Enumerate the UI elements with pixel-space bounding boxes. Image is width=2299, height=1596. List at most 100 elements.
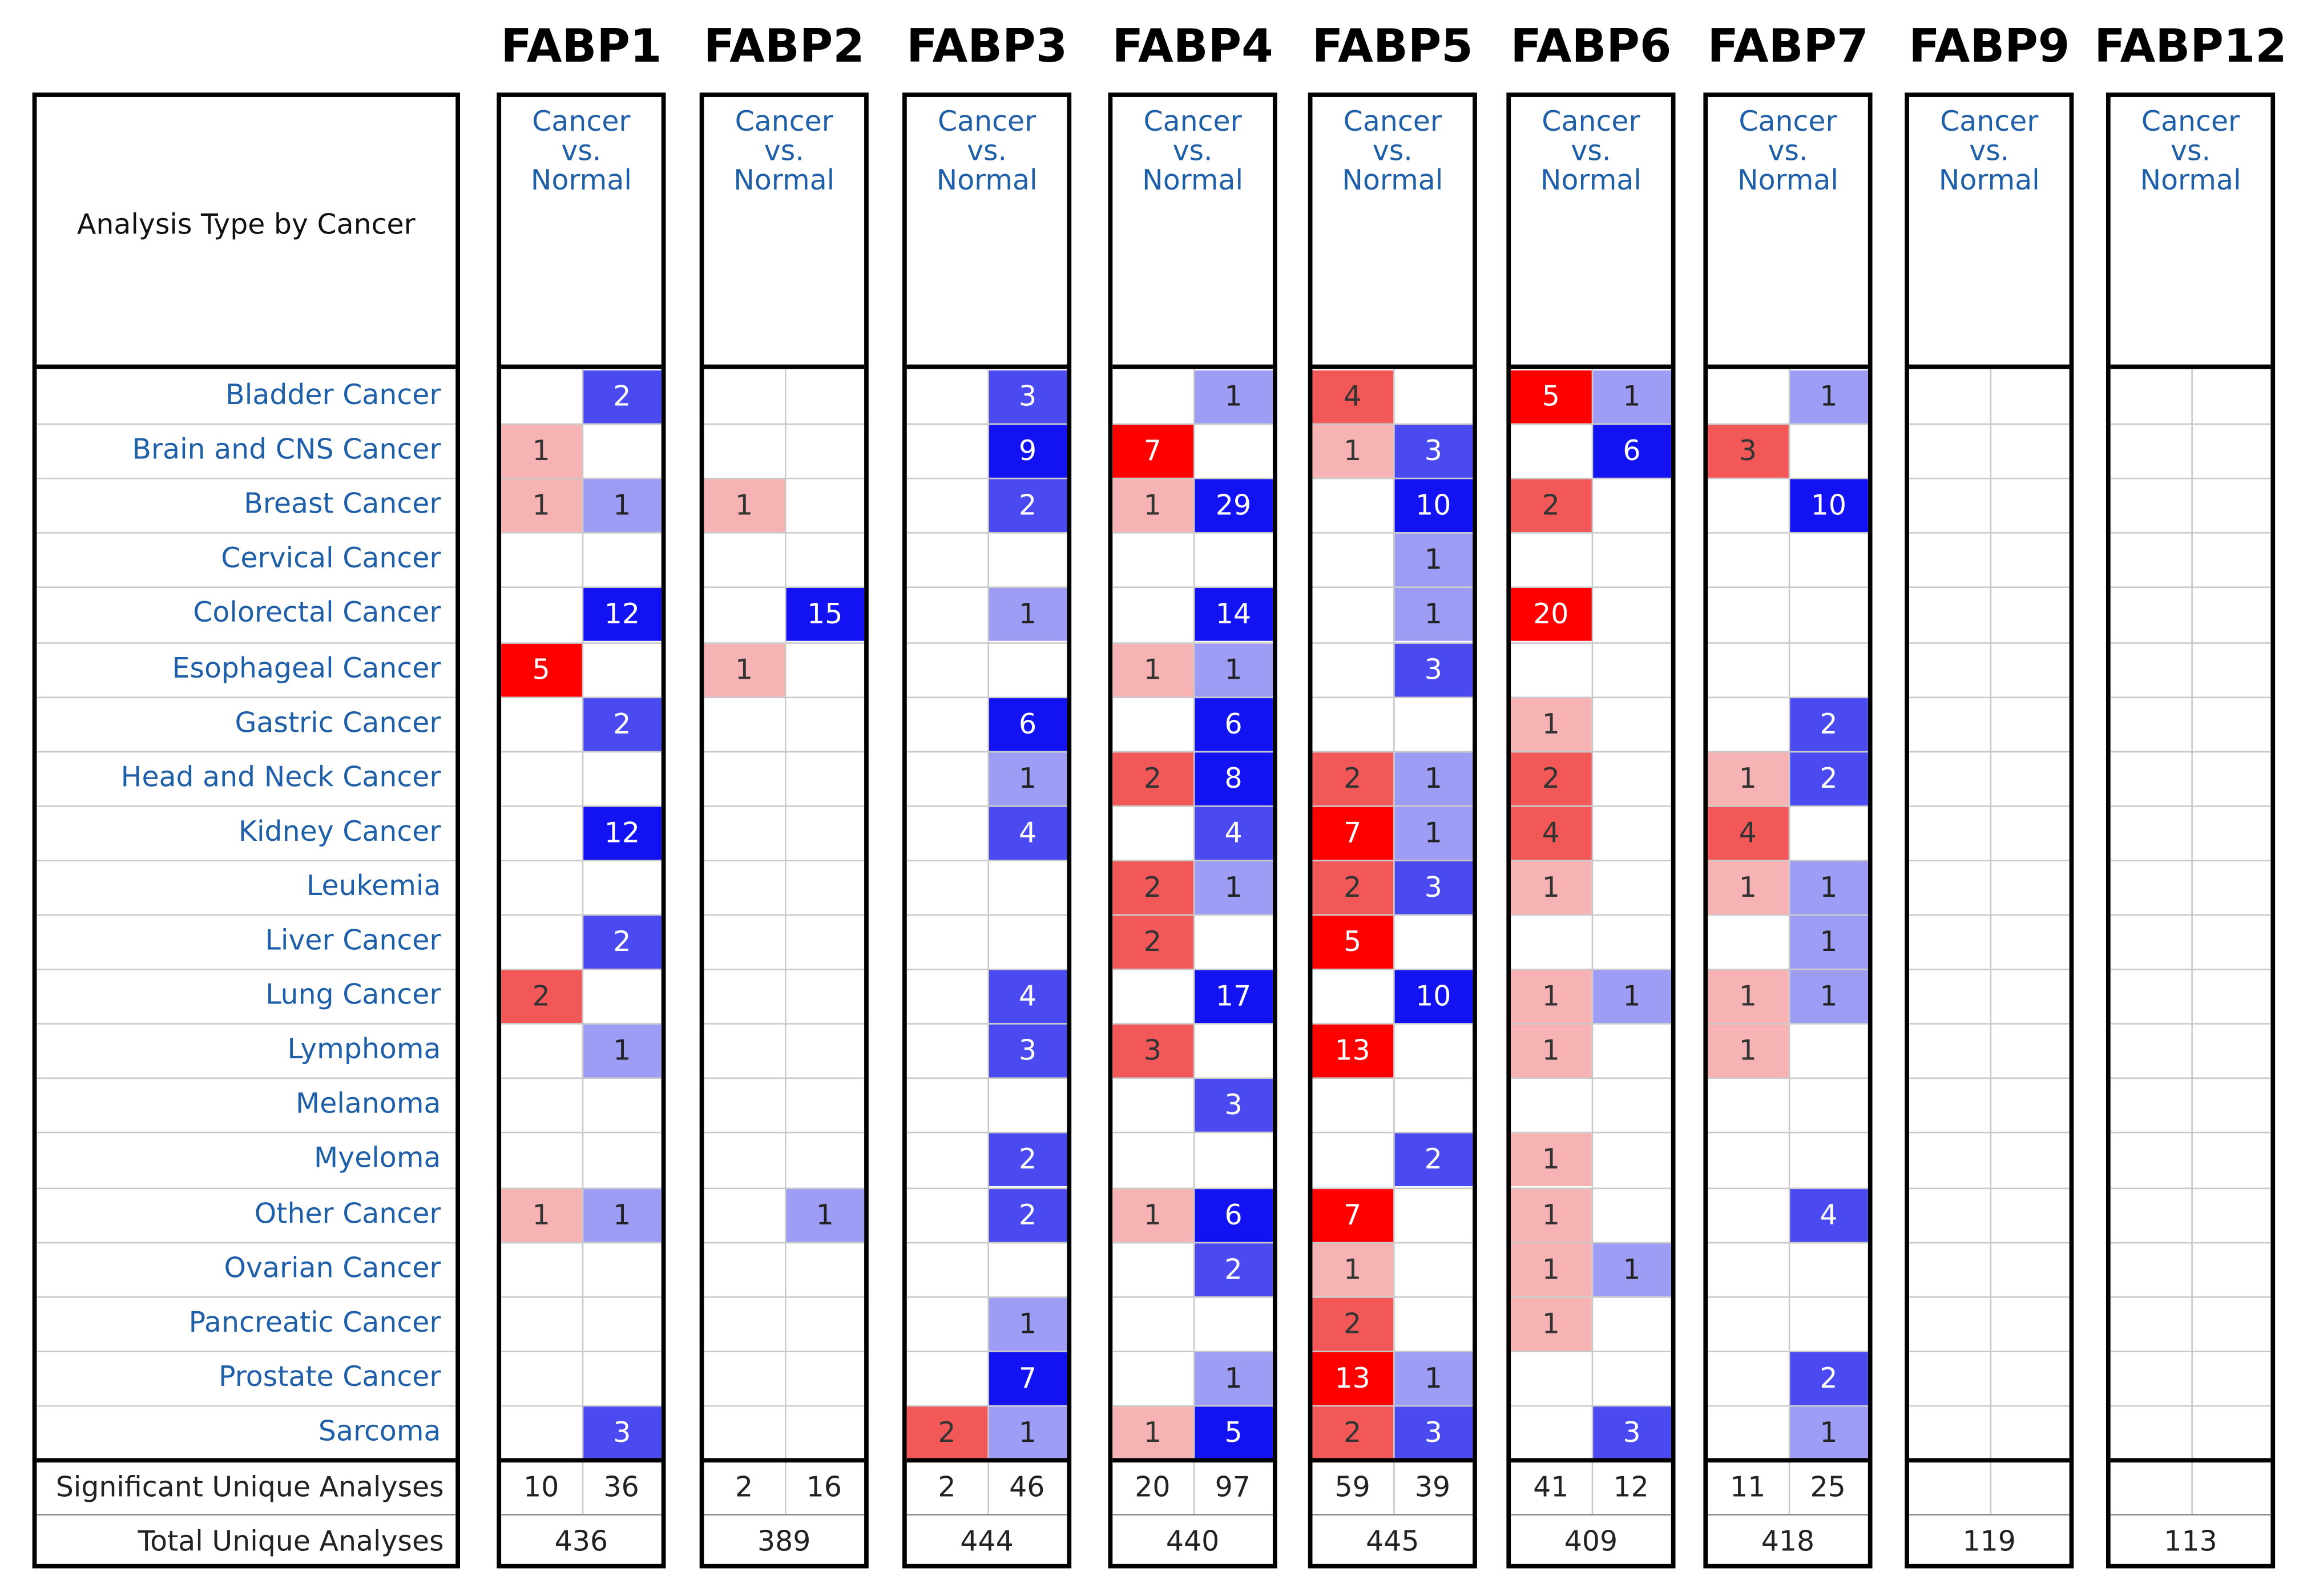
gene-title: FABP7 [1707,21,1869,74]
row-gridline [37,1241,456,1243]
up-cell: 1 [1708,970,1788,1023]
up-cell: 2 [1112,861,1193,914]
cancer-row-label[interactable]: Colorectal Cancer [193,597,441,630]
down-cell: 3 [988,370,1067,424]
row-gridline [37,641,456,643]
column-split [1192,369,1195,1514]
row-gridline [1511,641,1671,643]
up-cell: 2 [1511,479,1591,533]
row-gridline [1909,805,2070,807]
row-gridline [1708,1241,1868,1243]
row-gridline [1708,1132,1868,1134]
row-gridline [1112,423,1273,425]
row-gridline [37,587,456,589]
header-divider [1708,364,1868,369]
row-gridline [704,423,865,425]
cancer-row-label[interactable]: Liver Cancer [265,924,441,957]
row-gridline [1112,969,1273,970]
row-gridline [2110,1405,2271,1406]
row-gridline [1112,1132,1273,1134]
cancer-row-label[interactable]: Leukemia [306,870,441,902]
header-divider [2110,364,2271,369]
down-cell: 1 [785,1188,865,1242]
row-gridline [1708,696,1868,698]
up-cell: 2 [1312,1297,1393,1351]
row-gridline [501,1023,662,1025]
footer-divider [906,1458,1067,1463]
cancer-row-label[interactable]: Lung Cancer [265,979,441,1011]
gene-title: FABP4 [1112,21,1273,74]
cancer-row-label[interactable]: Other Cancer [254,1197,441,1230]
row-gridline [1511,1187,1671,1188]
row-gridline [2110,805,2271,807]
gene-column: Cancer vs. Normal 119 [1905,92,2074,1569]
cancer-row-label[interactable]: Head and Neck Cancer [120,761,441,793]
down-cell: 2 [988,1134,1067,1187]
row-gridline [1511,1296,1671,1297]
cancer-row-label[interactable]: Sarcoma [318,1415,441,1448]
row-gridline [1909,751,2070,752]
cancer-row-label[interactable]: Bladder Cancer [225,379,441,412]
cancer-row-label[interactable]: Cervical Cancer [221,542,441,575]
gene-column: Cancer vs. Normal 1 7 1 29 14 1 1 6 2 8 4 2 1 2 17 3 3 1 6 2 1 1… [1108,92,1277,1569]
row-gridline [1708,860,1868,861]
gene-column: Cancer vs. Normal 1 15 1 1 2 16 389 [699,92,869,1569]
column-header-line: Cancer [937,106,1036,139]
cancer-row-label[interactable]: Esophageal Cancer [172,652,441,684]
gene-title: FABP9 [1909,21,2070,74]
down-cell: 1 [988,1406,1067,1460]
up-cell: 1 [1708,1025,1788,1078]
row-gridline [2110,969,2271,970]
row-gridline [2110,1023,2271,1025]
column-header-line: vs. [764,135,804,168]
up-cell: 2 [1511,752,1591,805]
column-header-line: Cancer [1343,106,1442,139]
row-gridline [2110,860,2271,861]
row-gridline [906,587,1067,589]
row-gridline [1909,587,2070,589]
column-header-line: Cancer [735,106,833,139]
row-gridline [1112,1187,1273,1188]
row-gridline [1112,1241,1273,1243]
column-header-line: Cancer [1739,106,1837,139]
cancer-row-label[interactable]: Ovarian Cancer [224,1251,441,1284]
column-header-line: vs. [1172,135,1213,168]
row-gridline [1708,969,1868,970]
up-cell: 4 [1511,807,1591,860]
up-cell: 2 [1112,916,1193,969]
total-count: 440 [1165,1525,1220,1558]
row-gridline [37,1187,456,1188]
gene-column: Cancer vs. Normal 4 1 3 10 1 1 3 2 1 7 1 2 3 5 10 13 2 7 1 2 13… [1308,92,1477,1569]
row-gridline [1112,1350,1273,1352]
significant-down-count: 16 [806,1471,842,1504]
header-divider [704,364,865,369]
column-header-line: Cancer [532,106,631,139]
row-gridline [1511,1350,1671,1352]
row-gridline [501,423,662,425]
gene-title: FABP3 [906,21,1068,74]
cancer-row-label[interactable]: Kidney Cancer [238,815,441,848]
row-gridline [501,1350,662,1352]
cancer-row-label[interactable]: Pancreatic Cancer [188,1306,441,1339]
cancer-row-label[interactable]: Melanoma [296,1088,441,1121]
down-cell: 1 [1194,1352,1273,1405]
cancer-row-label[interactable]: Lymphoma [287,1033,441,1066]
row-gridline [501,969,662,970]
row-gridline [37,696,456,698]
down-cell: 1 [582,1188,662,1242]
row-gridline [1909,1132,2070,1134]
cancer-row-label[interactable]: Gastric Cancer [235,706,441,739]
up-cell: 1 [501,425,582,478]
header-divider [906,364,1067,369]
significant-down-count: 36 [603,1471,639,1504]
row-gridline [704,751,865,752]
cancer-row-label[interactable]: Prostate Cancer [219,1360,441,1393]
footer-divider [2110,1458,2271,1463]
row-gridline [1909,423,2070,425]
cancer-row-label[interactable]: Myeloma [314,1142,441,1175]
up-cell: 1 [1112,479,1193,533]
cancer-row-label[interactable]: Breast Cancer [244,488,441,521]
up-cell: 1 [704,479,784,533]
cancer-row-label[interactable]: Brain and CNS Cancer [132,433,441,466]
down-cell: 1 [1789,1406,1868,1460]
